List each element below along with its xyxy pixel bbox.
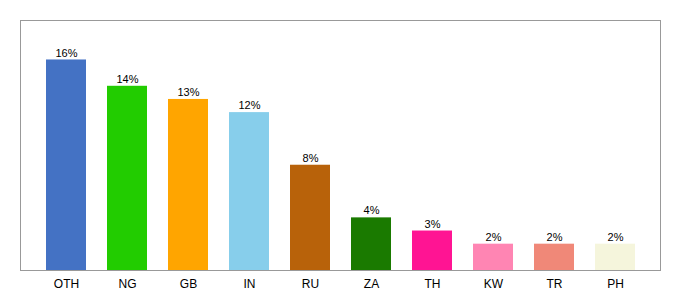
svg-text:GB: GB [180,277,197,291]
svg-text:IN: IN [244,277,256,291]
svg-text:TR: TR [547,277,563,291]
svg-text:13%: 13% [177,86,199,98]
svg-text:2%: 2% [608,231,624,243]
svg-text:KW: KW [484,277,504,291]
svg-text:RU: RU [302,277,319,291]
svg-text:ZA: ZA [364,277,379,291]
svg-text:8%: 8% [303,152,319,164]
svg-text:PH: PH [607,277,624,291]
svg-text:TH: TH [425,277,441,291]
svg-text:2%: 2% [486,231,502,243]
svg-text:OTH: OTH [54,277,79,291]
svg-text:4%: 4% [364,204,380,216]
svg-text:16%: 16% [55,46,77,58]
svg-text:14%: 14% [116,73,138,85]
svg-text:NG: NG [119,277,137,291]
svg-text:12%: 12% [238,99,260,111]
svg-text:2%: 2% [547,231,563,243]
svg-text:3%: 3% [425,218,441,230]
